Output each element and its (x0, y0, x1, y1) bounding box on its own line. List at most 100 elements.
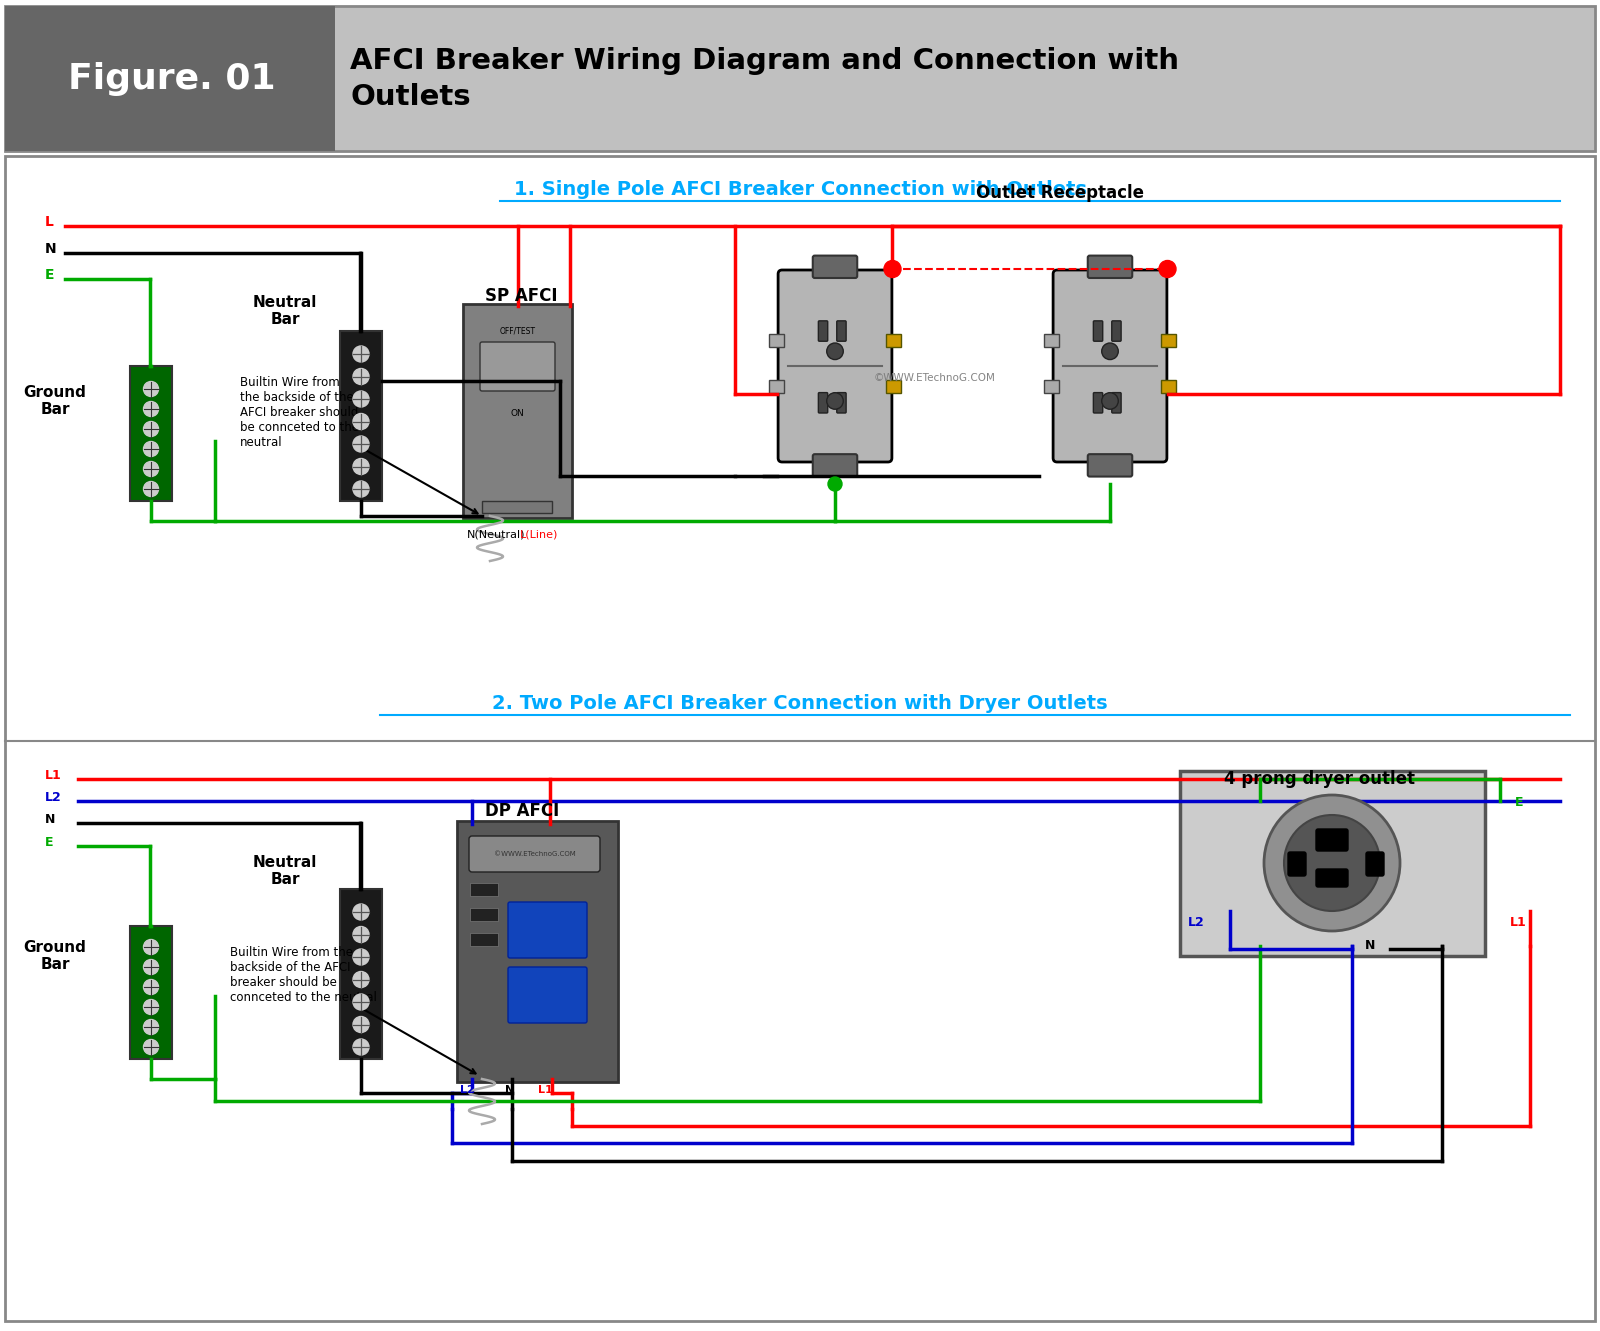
Circle shape (144, 1000, 158, 1014)
Text: E: E (45, 268, 54, 282)
FancyBboxPatch shape (837, 321, 846, 341)
FancyBboxPatch shape (130, 366, 173, 500)
FancyBboxPatch shape (1315, 829, 1347, 851)
FancyBboxPatch shape (1162, 334, 1176, 346)
Circle shape (354, 926, 370, 942)
Circle shape (1102, 343, 1118, 359)
FancyBboxPatch shape (886, 379, 901, 393)
Circle shape (144, 960, 158, 974)
Circle shape (354, 904, 370, 920)
Circle shape (829, 476, 842, 491)
FancyBboxPatch shape (462, 303, 573, 518)
Text: Neutral
Bar: Neutral Bar (253, 855, 317, 888)
Circle shape (883, 261, 901, 277)
Text: E: E (45, 836, 53, 849)
Circle shape (1264, 795, 1400, 930)
Circle shape (144, 402, 158, 417)
Circle shape (144, 1040, 158, 1054)
FancyBboxPatch shape (837, 393, 846, 413)
Circle shape (144, 1020, 158, 1034)
Text: 2. Two Pole AFCI Breaker Connection with Dryer Outlets: 2. Two Pole AFCI Breaker Connection with… (493, 693, 1107, 712)
Circle shape (144, 980, 158, 994)
FancyBboxPatch shape (469, 836, 600, 872)
Circle shape (144, 462, 158, 476)
Text: L2: L2 (461, 1085, 475, 1095)
Text: N: N (45, 242, 56, 256)
Circle shape (144, 482, 158, 496)
FancyBboxPatch shape (1045, 334, 1059, 346)
FancyBboxPatch shape (886, 334, 901, 346)
FancyBboxPatch shape (470, 908, 498, 921)
FancyBboxPatch shape (813, 256, 858, 278)
Circle shape (354, 414, 370, 430)
Text: Ground
Bar: Ground Bar (24, 385, 86, 417)
Text: N: N (506, 1085, 514, 1095)
FancyBboxPatch shape (5, 156, 1595, 1320)
Text: L1: L1 (45, 769, 62, 783)
Circle shape (144, 940, 158, 954)
Circle shape (354, 949, 370, 965)
Text: Outlet Receptacle: Outlet Receptacle (976, 184, 1144, 202)
Text: L2: L2 (1187, 916, 1205, 929)
Text: ON: ON (510, 409, 525, 418)
FancyBboxPatch shape (509, 968, 587, 1024)
Circle shape (354, 972, 370, 988)
FancyBboxPatch shape (339, 331, 382, 500)
Text: Builtin Wire from
the backside of the
AFCI breaker should
be connceted to the
ne: Builtin Wire from the backside of the AF… (240, 375, 477, 514)
FancyBboxPatch shape (778, 270, 891, 462)
FancyBboxPatch shape (1053, 270, 1166, 462)
Text: N(Neutral): N(Neutral) (467, 528, 525, 539)
Circle shape (1283, 815, 1379, 910)
FancyBboxPatch shape (339, 889, 382, 1059)
FancyBboxPatch shape (482, 500, 552, 512)
Circle shape (354, 346, 370, 362)
Circle shape (144, 382, 158, 397)
FancyBboxPatch shape (1088, 454, 1133, 476)
Circle shape (354, 1040, 370, 1055)
Text: ©WWW.ETechnoG.COM: ©WWW.ETechnoG.COM (874, 373, 995, 383)
FancyBboxPatch shape (1315, 869, 1347, 886)
Text: SP AFCI: SP AFCI (485, 287, 557, 305)
Circle shape (144, 422, 158, 437)
Circle shape (354, 994, 370, 1010)
FancyBboxPatch shape (770, 334, 784, 346)
FancyBboxPatch shape (1093, 393, 1102, 413)
Text: 1. Single Pole AFCI Breaker Connection with Outlets: 1. Single Pole AFCI Breaker Connection w… (514, 180, 1086, 198)
FancyBboxPatch shape (1112, 321, 1122, 341)
FancyBboxPatch shape (1181, 771, 1485, 956)
Text: Figure. 01: Figure. 01 (69, 63, 275, 96)
Circle shape (1158, 261, 1176, 277)
FancyBboxPatch shape (130, 926, 173, 1059)
Circle shape (354, 1017, 370, 1033)
Circle shape (354, 369, 370, 385)
FancyBboxPatch shape (813, 454, 858, 476)
Circle shape (827, 393, 843, 409)
Circle shape (354, 480, 370, 496)
FancyBboxPatch shape (1093, 321, 1102, 341)
Text: L1: L1 (1510, 916, 1526, 929)
FancyBboxPatch shape (1162, 379, 1176, 393)
FancyBboxPatch shape (1288, 852, 1306, 876)
Text: L2: L2 (45, 791, 62, 804)
Text: DP AFCI: DP AFCI (485, 803, 560, 820)
Text: L1: L1 (538, 1085, 552, 1095)
FancyBboxPatch shape (1045, 379, 1059, 393)
FancyBboxPatch shape (470, 882, 498, 896)
FancyBboxPatch shape (770, 379, 784, 393)
Text: L(Line): L(Line) (520, 528, 558, 539)
Circle shape (354, 391, 370, 407)
Text: OFF/TEST: OFF/TEST (499, 326, 536, 335)
Text: E: E (1515, 796, 1523, 809)
Text: AFCI Breaker Wiring Diagram and Connection with
Outlets: AFCI Breaker Wiring Diagram and Connecti… (350, 47, 1179, 112)
Text: Ground
Bar: Ground Bar (24, 940, 86, 972)
FancyBboxPatch shape (509, 902, 587, 958)
Text: N: N (45, 813, 56, 827)
FancyBboxPatch shape (818, 321, 827, 341)
FancyBboxPatch shape (5, 7, 1595, 150)
Text: ©WWW.ETechnoG.COM: ©WWW.ETechnoG.COM (494, 851, 576, 857)
Circle shape (354, 437, 370, 453)
FancyBboxPatch shape (480, 342, 555, 391)
FancyBboxPatch shape (470, 933, 498, 946)
Text: Neutral
Bar: Neutral Bar (253, 294, 317, 327)
FancyBboxPatch shape (1088, 256, 1133, 278)
